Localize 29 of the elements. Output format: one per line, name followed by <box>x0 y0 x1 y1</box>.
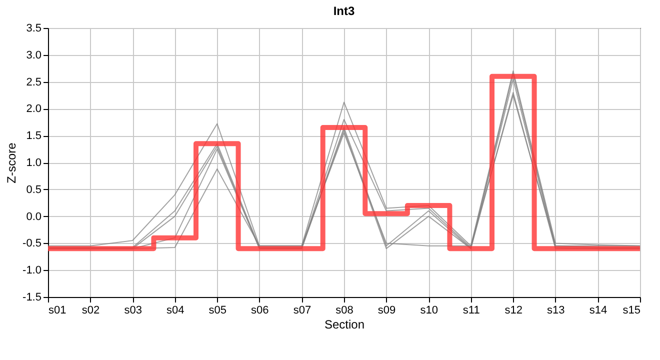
x-tick-label: s11 <box>462 304 480 316</box>
x-tick-label: s01 <box>48 304 66 316</box>
x-axis-title: Section <box>324 318 365 332</box>
y-tick-label: -0.5 <box>22 238 42 250</box>
x-tick-label: s12 <box>504 304 523 316</box>
x-tick-label: s07 <box>293 304 312 316</box>
y-tick-label: 0.5 <box>26 184 42 196</box>
x-tick-label: s13 <box>547 304 565 316</box>
x-tick-label: s03 <box>124 304 142 316</box>
y-tick-label: -1.5 <box>22 292 42 304</box>
y-tick-label: 2.0 <box>26 103 42 116</box>
chart-title: Int3 <box>333 4 355 18</box>
x-tick-label: s10 <box>420 304 438 316</box>
y-tick-label: 2.5 <box>26 76 42 88</box>
x-tick-label: s09 <box>378 304 396 316</box>
x-tick-label: s15 <box>622 304 640 316</box>
y-tick-label: 1.5 <box>26 130 42 142</box>
x-tick-label: s02 <box>82 304 100 316</box>
y-tick-label: 1.0 <box>26 157 42 169</box>
y-axis-title: Z-score <box>4 142 19 184</box>
y-tick-label: 3.5 <box>26 22 42 34</box>
y-tick-label: -1.0 <box>22 264 42 277</box>
y-tick-label: 0.0 <box>26 210 42 223</box>
x-tick-label: s08 <box>336 304 354 316</box>
x-tick-label: s04 <box>166 304 184 316</box>
y-tick-label: 3.0 <box>26 49 42 62</box>
x-tick-label: s14 <box>589 304 608 316</box>
x-tick-label: s06 <box>251 304 269 316</box>
x-tick-label: s05 <box>208 304 227 316</box>
